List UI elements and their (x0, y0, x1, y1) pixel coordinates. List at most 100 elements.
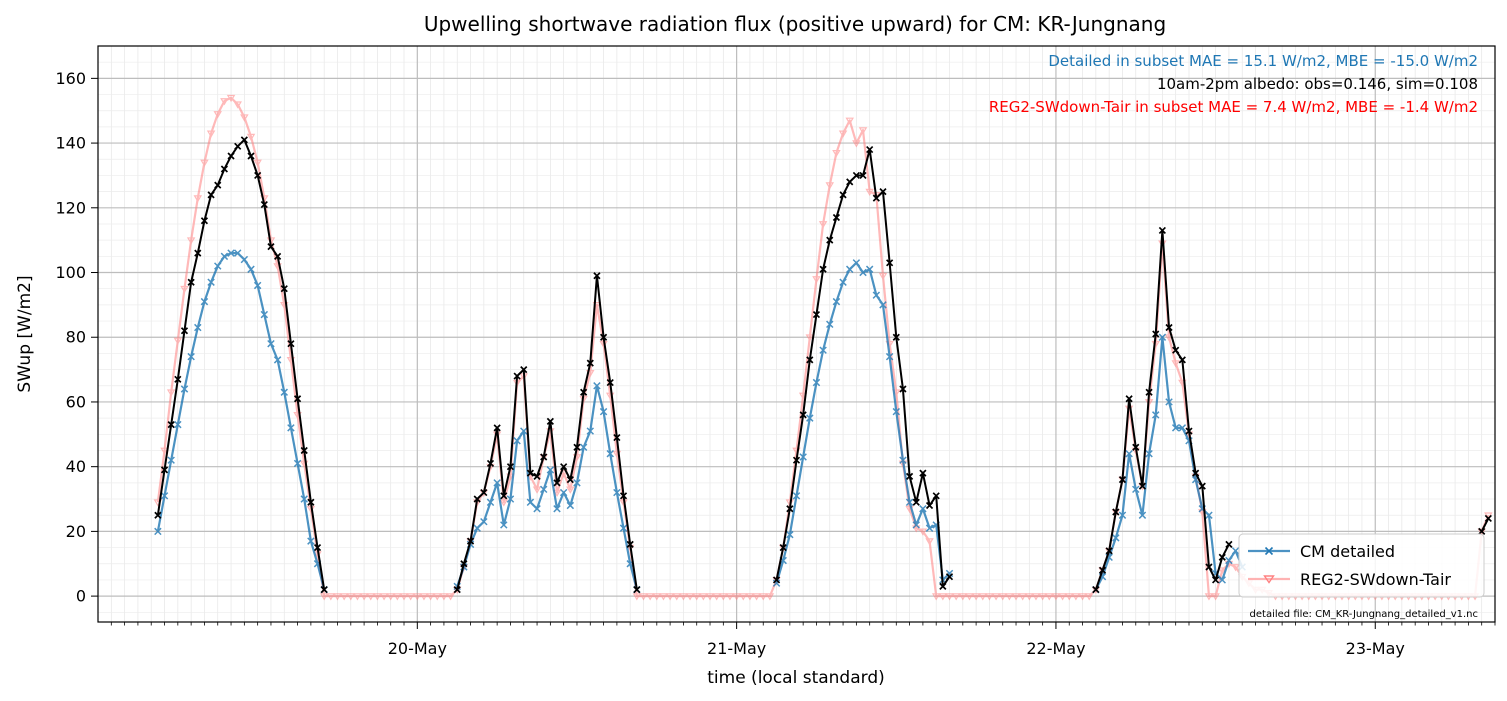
data-point (307, 537, 315, 545)
data-point (573, 443, 581, 451)
data-point (1231, 564, 1240, 572)
data-point (1178, 356, 1186, 364)
data-point (978, 593, 988, 601)
data-point (1125, 395, 1133, 403)
data-point (613, 488, 621, 497)
data-point (858, 127, 868, 135)
data-point (533, 505, 541, 513)
data-point (1164, 334, 1174, 342)
data-point (985, 593, 994, 601)
data-point (500, 492, 508, 500)
data-point (692, 593, 701, 601)
data-point (520, 365, 528, 374)
data-point (806, 356, 814, 364)
data-point (832, 213, 841, 222)
data-point (905, 472, 914, 480)
data-point (240, 255, 249, 264)
data-point (845, 117, 854, 125)
y-axis-title: SWup [W/m2] (15, 275, 35, 392)
data-point (1231, 547, 1240, 555)
data-point (1165, 323, 1173, 332)
data-point (339, 593, 349, 601)
data-point (566, 501, 575, 510)
data-point (1132, 443, 1140, 451)
data-point (473, 495, 481, 503)
x-tick-label: 20-May (388, 639, 447, 658)
data-point (1225, 556, 1233, 565)
data-point (160, 447, 169, 455)
data-point (446, 593, 455, 601)
data-point (859, 171, 867, 180)
series-line (156, 252, 326, 590)
data-point (526, 498, 535, 507)
data-point (852, 140, 861, 148)
data-point (1025, 593, 1034, 601)
data-point (899, 385, 907, 393)
data-point (553, 505, 561, 513)
data-point (273, 356, 282, 364)
y-tick-label: 140 (55, 134, 86, 153)
data-point (513, 372, 521, 380)
data-point (1118, 476, 1127, 484)
data-point (606, 378, 614, 387)
data-point (359, 593, 369, 601)
data-point (826, 320, 834, 329)
data-point (559, 488, 568, 497)
data-point (799, 453, 807, 461)
data-point (227, 249, 235, 257)
data-point (925, 501, 934, 510)
data-point (1151, 411, 1160, 419)
data-point (194, 323, 202, 332)
data-point (586, 359, 594, 367)
data-point (246, 133, 256, 141)
data-point (699, 593, 708, 601)
data-point (253, 281, 262, 290)
data-point (786, 530, 794, 539)
data-point (918, 528, 928, 536)
data-point (805, 334, 815, 342)
data-point (486, 498, 495, 507)
data-point (426, 593, 435, 601)
data-point (187, 352, 195, 361)
data-point (892, 333, 900, 341)
data-point (540, 453, 548, 461)
y-tick-label: 80 (66, 328, 86, 347)
x-tick-label: 22-May (1026, 639, 1085, 658)
data-point (506, 463, 515, 471)
data-point (506, 495, 515, 503)
data-point (220, 252, 229, 261)
data-point (186, 237, 196, 245)
data-point (300, 495, 308, 503)
data-point (1198, 482, 1206, 490)
data-point (632, 593, 642, 601)
data-point (160, 492, 169, 500)
data-point (313, 543, 322, 552)
data-point (839, 191, 847, 199)
data-point (633, 586, 641, 594)
data-point (214, 181, 222, 189)
plot-frame (97, 45, 1496, 623)
data-point (319, 593, 329, 601)
legend-marker-cm-detailed (1264, 546, 1274, 556)
data-point (174, 420, 182, 429)
data-point (1211, 593, 1220, 601)
data-point (154, 527, 162, 536)
data-point (326, 593, 336, 601)
data-point (346, 593, 356, 601)
data-point (593, 382, 601, 390)
data-point (1078, 593, 1087, 601)
data-point (1192, 469, 1200, 477)
data-point (765, 593, 775, 601)
data-point (752, 593, 761, 601)
data-point (1065, 593, 1074, 601)
data-point (951, 593, 961, 601)
series-cm-detailed (154, 249, 1246, 594)
data-point (1205, 511, 1213, 519)
data-point (886, 259, 894, 267)
data-point (852, 259, 861, 267)
data-point (280, 388, 288, 396)
data-point (566, 476, 574, 484)
data-point (1171, 360, 1180, 368)
y-axis: 0 20 40 60 80 100 120 140 160 (55, 69, 98, 606)
data-point (1218, 576, 1226, 584)
